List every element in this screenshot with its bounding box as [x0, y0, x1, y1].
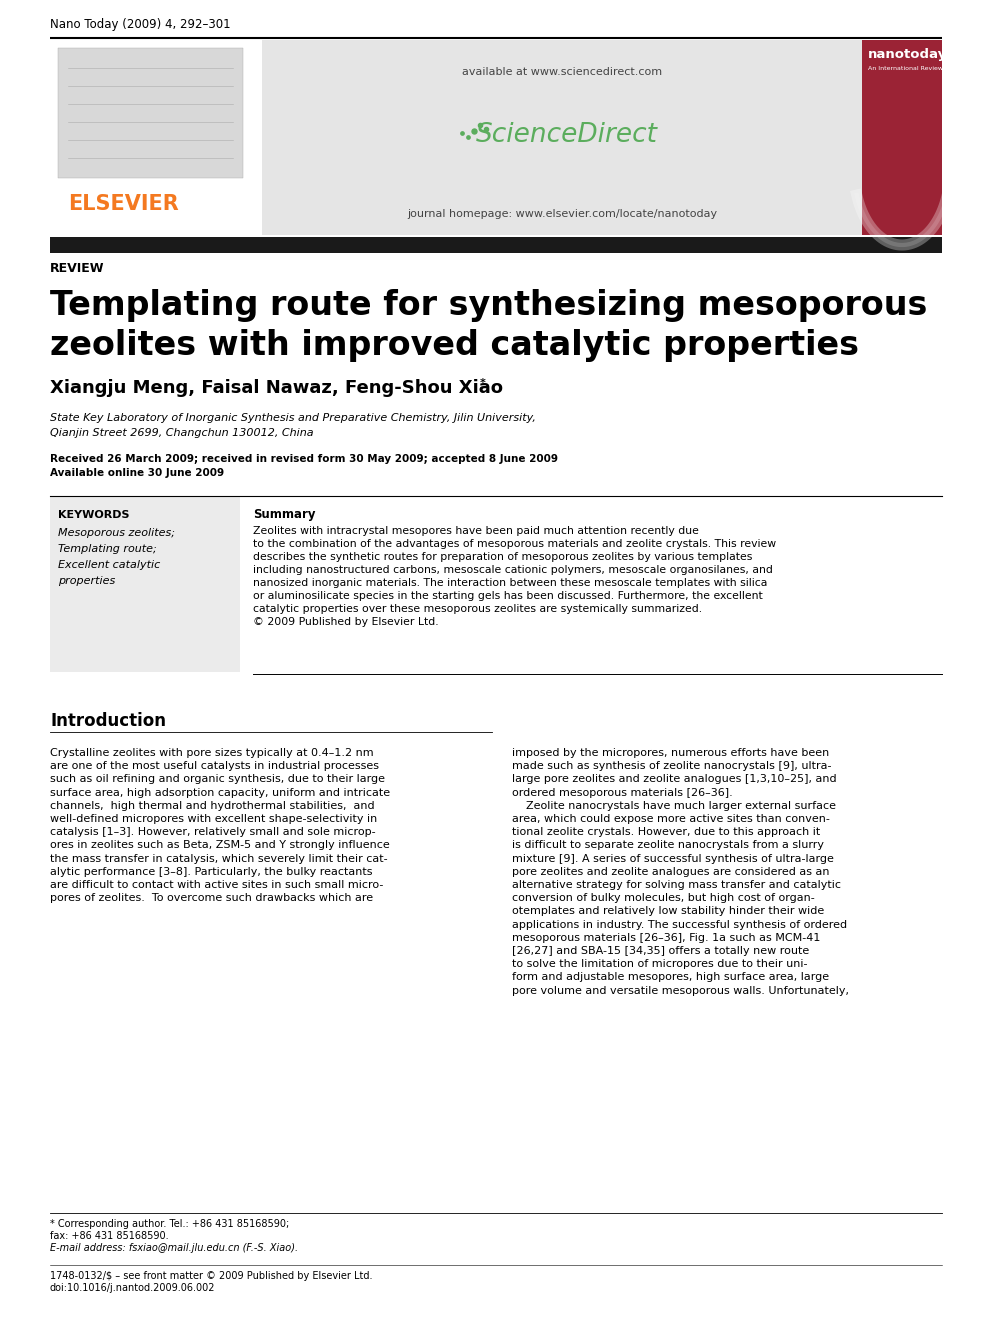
Text: zeolites with improved catalytic properties: zeolites with improved catalytic propert…	[50, 329, 859, 363]
Text: Nano Today (2009) 4, 292–301: Nano Today (2009) 4, 292–301	[50, 19, 230, 30]
Text: Introduction: Introduction	[50, 712, 166, 730]
Text: properties: properties	[58, 576, 115, 586]
Text: Crystalline zeolites with pore sizes typically at 0.4–1.2 nm: Crystalline zeolites with pore sizes typ…	[50, 747, 374, 758]
Text: Summary: Summary	[253, 508, 315, 521]
Text: Received 26 March 2009; received in revised form 30 May 2009; accepted 8 June 20: Received 26 March 2009; received in revi…	[50, 454, 558, 464]
Text: © 2009 Published by Elsevier Ltd.: © 2009 Published by Elsevier Ltd.	[253, 617, 438, 627]
Text: ScienceDirect: ScienceDirect	[476, 122, 658, 148]
Text: ores in zeolites such as Beta, ZSM-5 and Y strongly influence: ores in zeolites such as Beta, ZSM-5 and…	[50, 840, 390, 851]
Text: State Key Laboratory of Inorganic Synthesis and Preparative Chemistry, Jilin Uni: State Key Laboratory of Inorganic Synthe…	[50, 413, 536, 423]
Text: mesoporous materials [26–36], Fig. 1a such as MCM-41: mesoporous materials [26–36], Fig. 1a su…	[512, 933, 820, 943]
Text: alternative strategy for solving mass transfer and catalytic: alternative strategy for solving mass tr…	[512, 880, 841, 890]
Text: REVIEW: REVIEW	[50, 262, 104, 275]
Text: to the combination of the advantages of mesoporous materials and zeolite crystal: to the combination of the advantages of …	[253, 538, 776, 549]
Text: * Corresponding author. Tel.: +86 431 85168590;: * Corresponding author. Tel.: +86 431 85…	[50, 1218, 290, 1229]
Text: Templating route for synthesizing mesoporous: Templating route for synthesizing mesopo…	[50, 288, 928, 321]
Text: the mass transfer in catalysis, which severely limit their cat-: the mass transfer in catalysis, which se…	[50, 853, 388, 864]
Text: Available online 30 June 2009: Available online 30 June 2009	[50, 468, 224, 478]
Text: are one of the most useful catalysts in industrial processes: are one of the most useful catalysts in …	[50, 761, 379, 771]
Text: surface area, high adsorption capacity, uniform and intricate: surface area, high adsorption capacity, …	[50, 787, 390, 798]
FancyBboxPatch shape	[862, 40, 942, 235]
Text: Mesoporous zeolites;: Mesoporous zeolites;	[58, 528, 175, 538]
Text: large pore zeolites and zeolite analogues [1,3,10–25], and: large pore zeolites and zeolite analogue…	[512, 774, 836, 785]
Text: describes the synthetic routes for preparation of mesoporous zeolites by various: describes the synthetic routes for prepa…	[253, 552, 752, 562]
Text: *: *	[480, 378, 486, 388]
Text: fax: +86 431 85168590.: fax: +86 431 85168590.	[50, 1230, 169, 1241]
FancyBboxPatch shape	[50, 40, 262, 235]
Text: 1748-0132/$ – see front matter © 2009 Published by Elsevier Ltd.: 1748-0132/$ – see front matter © 2009 Pu…	[50, 1271, 373, 1281]
Text: pore volume and versatile mesoporous walls. Unfortunately,: pore volume and versatile mesoporous wal…	[512, 986, 849, 996]
Text: conversion of bulky molecules, but high cost of organ-: conversion of bulky molecules, but high …	[512, 893, 814, 904]
Text: or aluminosilicate species in the starting gels has been discussed. Furthermore,: or aluminosilicate species in the starti…	[253, 591, 763, 601]
FancyBboxPatch shape	[50, 497, 240, 672]
Text: E-mail address: fsxiao@mail.jlu.edu.cn (F.-S. Xiao).: E-mail address: fsxiao@mail.jlu.edu.cn (…	[50, 1244, 299, 1253]
Text: tional zeolite crystals. However, due to this approach it: tional zeolite crystals. However, due to…	[512, 827, 820, 837]
Text: are difficult to contact with active sites in such small micro-: are difficult to contact with active sit…	[50, 880, 383, 890]
Text: area, which could expose more active sites than conven-: area, which could expose more active sit…	[512, 814, 830, 824]
Text: mixture [9]. A series of successful synthesis of ultra-large: mixture [9]. A series of successful synt…	[512, 853, 834, 864]
Text: journal homepage: www.elsevier.com/locate/nanotoday: journal homepage: www.elsevier.com/locat…	[407, 209, 717, 220]
Text: imposed by the micropores, numerous efforts have been: imposed by the micropores, numerous effo…	[512, 747, 829, 758]
FancyBboxPatch shape	[262, 40, 862, 235]
Text: Templating route;: Templating route;	[58, 544, 157, 554]
FancyBboxPatch shape	[58, 48, 243, 179]
Text: Qianjin Street 2699, Changchun 130012, China: Qianjin Street 2699, Changchun 130012, C…	[50, 429, 313, 438]
Text: Xiangju Meng, Faisal Nawaz, Feng-Shou Xiao: Xiangju Meng, Faisal Nawaz, Feng-Shou Xi…	[50, 378, 503, 397]
Text: catalytic properties over these mesoporous zeolites are systemically summarized.: catalytic properties over these mesoporo…	[253, 605, 702, 614]
Text: nanosized inorganic materials. The interaction between these mesoscale templates: nanosized inorganic materials. The inter…	[253, 578, 768, 587]
Text: available at www.sciencedirect.com: available at www.sciencedirect.com	[462, 67, 662, 77]
Text: such as oil refining and organic synthesis, due to their large: such as oil refining and organic synthes…	[50, 774, 385, 785]
Text: Excellent catalytic: Excellent catalytic	[58, 560, 161, 570]
Text: channels,  high thermal and hydrothermal stabilities,  and: channels, high thermal and hydrothermal …	[50, 800, 375, 811]
Text: doi:10.1016/j.nantod.2009.06.002: doi:10.1016/j.nantod.2009.06.002	[50, 1283, 215, 1293]
Text: An International Review Journal: An International Review Journal	[868, 66, 967, 71]
Text: form and adjustable mesopores, high surface area, large: form and adjustable mesopores, high surf…	[512, 972, 829, 983]
Text: Zeolite nanocrystals have much larger external surface: Zeolite nanocrystals have much larger ex…	[512, 800, 836, 811]
Text: ordered mesoporous materials [26–36].: ordered mesoporous materials [26–36].	[512, 787, 733, 798]
Text: made such as synthesis of zeolite nanocrystals [9], ultra-: made such as synthesis of zeolite nanocr…	[512, 761, 831, 771]
Text: including nanostructured carbons, mesoscale cationic polymers, mesoscale organos: including nanostructured carbons, mesosc…	[253, 565, 773, 576]
Text: applications in industry. The successful synthesis of ordered: applications in industry. The successful…	[512, 919, 847, 930]
FancyBboxPatch shape	[50, 237, 942, 253]
Text: [26,27] and SBA-15 [34,35] offers a totally new route: [26,27] and SBA-15 [34,35] offers a tota…	[512, 946, 809, 957]
Text: Zeolites with intracrystal mesopores have been paid much attention recently due: Zeolites with intracrystal mesopores hav…	[253, 527, 699, 536]
Text: ELSEVIER: ELSEVIER	[68, 194, 179, 214]
Text: pores of zeolites.  To overcome such drawbacks which are: pores of zeolites. To overcome such draw…	[50, 893, 373, 904]
Text: to solve the limitation of micropores due to their uni-: to solve the limitation of micropores du…	[512, 959, 807, 970]
Text: alytic performance [3–8]. Particularly, the bulky reactants: alytic performance [3–8]. Particularly, …	[50, 867, 373, 877]
Text: nanotoday: nanotoday	[868, 48, 947, 61]
Text: is difficult to separate zeolite nanocrystals from a slurry: is difficult to separate zeolite nanocry…	[512, 840, 824, 851]
Text: KEYWORDS: KEYWORDS	[58, 509, 130, 520]
Text: well-defined micropores with excellent shape-selectivity in: well-defined micropores with excellent s…	[50, 814, 377, 824]
Text: catalysis [1–3]. However, relatively small and sole microp-: catalysis [1–3]. However, relatively sma…	[50, 827, 376, 837]
Text: pore zeolites and zeolite analogues are considered as an: pore zeolites and zeolite analogues are …	[512, 867, 829, 877]
Text: otemplates and relatively low stability hinder their wide: otemplates and relatively low stability …	[512, 906, 824, 917]
